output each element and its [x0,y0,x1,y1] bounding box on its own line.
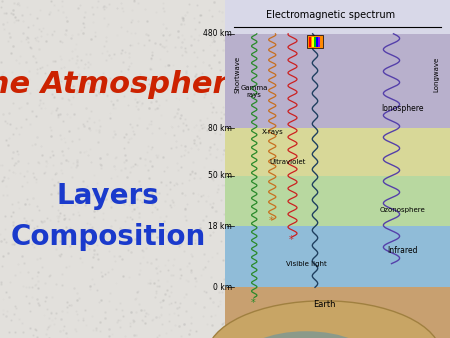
FancyBboxPatch shape [307,35,323,48]
Text: 50 km: 50 km [208,171,232,180]
FancyBboxPatch shape [225,0,450,34]
Text: Ozonosphere: Ozonosphere [380,207,426,213]
FancyBboxPatch shape [312,37,314,47]
Text: X-rays: X-rays [261,129,283,135]
Text: The Atmosphere: The Atmosphere [0,70,248,99]
FancyBboxPatch shape [0,0,225,338]
Ellipse shape [238,331,374,338]
FancyBboxPatch shape [309,37,310,47]
Text: 18 km: 18 km [208,222,232,231]
Text: Shortwave: Shortwave [234,56,241,93]
FancyBboxPatch shape [225,128,450,176]
Text: Layers: Layers [57,182,159,210]
FancyBboxPatch shape [225,287,450,338]
FancyBboxPatch shape [314,37,316,47]
Text: 80 km: 80 km [208,124,232,133]
Text: Ionosphere: Ionosphere [382,104,424,113]
Text: Earth: Earth [313,300,335,309]
Text: Composition: Composition [10,223,206,250]
Text: *: * [269,216,273,226]
FancyBboxPatch shape [225,176,450,226]
FancyBboxPatch shape [318,37,320,47]
Text: *: * [289,235,294,245]
FancyBboxPatch shape [225,34,450,128]
Text: Visible light: Visible light [286,261,326,267]
Text: 0 km: 0 km [212,283,232,292]
FancyBboxPatch shape [225,226,450,287]
Text: 480 km: 480 km [203,29,232,38]
Text: Infrared: Infrared [387,246,418,255]
Text: Longwave: Longwave [433,57,440,92]
Text: Electromagnetic spectrum: Electromagnetic spectrum [266,10,395,20]
Text: Gamma
rays: Gamma rays [241,85,268,98]
FancyBboxPatch shape [316,37,318,47]
Text: *: * [251,297,255,308]
Ellipse shape [207,301,441,338]
Text: Ultraviolet: Ultraviolet [269,159,305,165]
FancyBboxPatch shape [310,37,312,47]
